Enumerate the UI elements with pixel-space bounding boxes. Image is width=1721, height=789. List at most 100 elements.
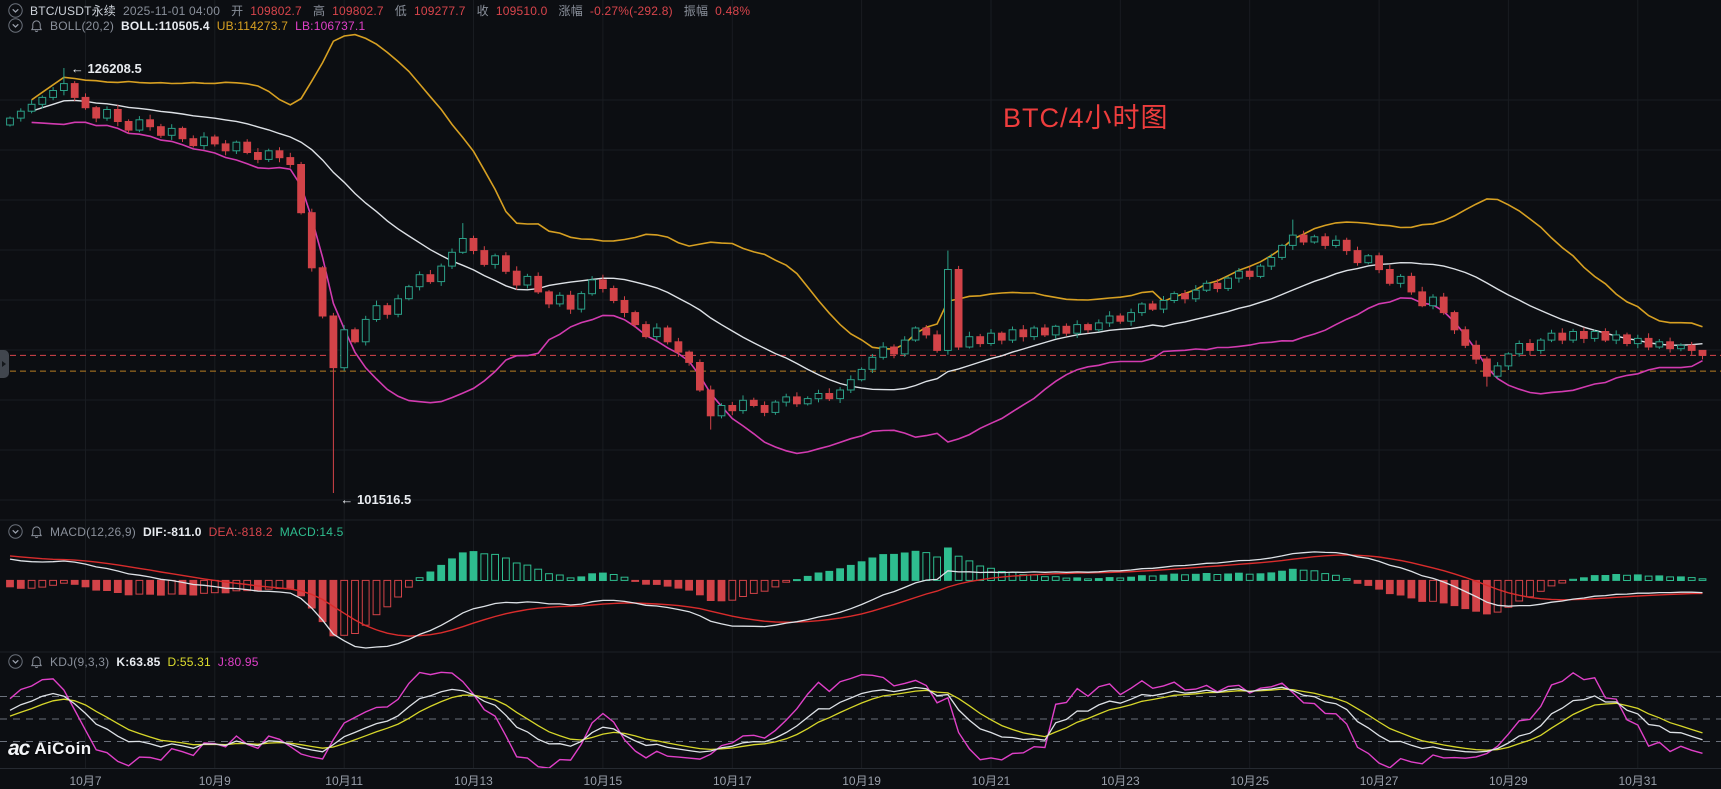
- macd-hist-bar: [103, 579, 111, 592]
- candle: [512, 270, 521, 286]
- candle: [642, 324, 650, 338]
- macd-hist-bar: [846, 564, 855, 581]
- macd-hist-bar: [437, 564, 446, 582]
- candle: [566, 294, 575, 310]
- macd-hist-bar: [1321, 573, 1330, 581]
- macd-hist-bar: [405, 579, 413, 588]
- candle: [469, 238, 478, 251]
- candle: [1030, 327, 1038, 338]
- candle: [1202, 282, 1211, 291]
- chevron-down-icon[interactable]: [8, 524, 23, 539]
- macd-hist-bar: [1418, 579, 1427, 602]
- axis-date-label: 10月7: [69, 774, 102, 788]
- candle: [146, 119, 154, 128]
- price-lines-layer[interactable]: [0, 354, 1721, 372]
- candle: [1353, 250, 1362, 264]
- candle: [545, 291, 553, 305]
- candle: [1558, 332, 1567, 341]
- boll-ub-value: UB:114273.7: [216, 18, 289, 33]
- candle: [997, 332, 1006, 341]
- macd-hist-bar: [1159, 574, 1168, 581]
- macd-hist-bar: [512, 562, 521, 581]
- alert-bell-icon[interactable]: [30, 525, 43, 539]
- macd-hist-bar: [566, 577, 575, 582]
- candle: [760, 405, 769, 413]
- candle: [49, 90, 58, 98]
- candle: [911, 327, 920, 341]
- macd-hist-bar: [1332, 574, 1340, 581]
- toolbar-collapse-handle[interactable]: [0, 350, 9, 378]
- alert-bell-icon[interactable]: [30, 19, 43, 33]
- axis-date-label: 10月13: [454, 774, 493, 788]
- candle: [1364, 255, 1373, 264]
- candle: [157, 126, 165, 136]
- axis-date-label: 10月11: [325, 774, 364, 788]
- macd-hist-bar: [1202, 573, 1211, 581]
- candle: [1644, 337, 1653, 348]
- candle: [717, 405, 726, 417]
- chevron-down-icon[interactable]: [8, 18, 23, 33]
- aicoin-logo: ac AiCoin: [8, 737, 92, 761]
- candle: [27, 103, 36, 112]
- macd-hist-bar: [976, 565, 985, 581]
- candle: [577, 293, 586, 310]
- macd-hist-bar: [27, 579, 36, 589]
- macd-hist-bar: [135, 579, 144, 595]
- open-value: 109802.7: [250, 3, 302, 18]
- macd-hist-bar: [1051, 576, 1060, 581]
- chevron-down-icon[interactable]: [8, 3, 23, 18]
- close-value: 109510.0: [495, 3, 548, 18]
- macd-dea-value: DEA:-818.2: [208, 524, 273, 539]
- high-value: 109802.7: [332, 3, 384, 18]
- candle: [340, 329, 349, 369]
- macd-hist-bar: [1375, 579, 1383, 590]
- macd-hist-bar: [1084, 578, 1092, 582]
- candle: [663, 327, 672, 343]
- candle: [803, 398, 812, 405]
- macd-hist-bar: [81, 579, 90, 588]
- alert-bell-icon[interactable]: [30, 655, 43, 669]
- candle: [588, 279, 597, 295]
- candle: [922, 327, 931, 336]
- candle: [1094, 322, 1103, 331]
- time-axis[interactable]: 10月7 10月9 10月11 10月13 10月15 10月17 10月19 10月21 10…: [0, 768, 1721, 789]
- change-label: 涨幅: [558, 4, 583, 18]
- macd-hist-bar: [987, 567, 995, 581]
- candle: [1062, 325, 1071, 334]
- macd-hist-bar: [825, 570, 834, 582]
- macd-hist-bar: [448, 558, 456, 581]
- candle: [836, 389, 845, 400]
- candle: [1267, 257, 1276, 267]
- macd-hist-bar: [1644, 575, 1653, 581]
- candle: [976, 336, 985, 345]
- macd-hist-bar: [1515, 579, 1524, 602]
- candle: [825, 393, 834, 400]
- candle: [1191, 289, 1200, 300]
- macd-hist-bar: [70, 579, 79, 585]
- candle: [965, 336, 974, 348]
- macd-hist-bar: [458, 552, 467, 582]
- macd-hist-bar: [922, 552, 931, 581]
- kdj-indicator-bar: KDJ(9,3,3) K:63.85 D:55.31 J:80.95: [8, 654, 259, 669]
- chevron-down-icon[interactable]: [8, 654, 23, 669]
- macd-hist-bar: [1019, 574, 1028, 581]
- macd-hist-bar: [890, 553, 898, 581]
- macd-hist-bar: [1191, 573, 1200, 581]
- candle: [1278, 244, 1286, 258]
- macd-hist-bar: [1601, 575, 1610, 581]
- kdj-name: KDJ(9,3,3): [50, 654, 110, 669]
- candle: [297, 164, 306, 214]
- candle: [1321, 236, 1330, 246]
- candle: [1623, 334, 1631, 344]
- macd-hist-bar: [361, 579, 370, 626]
- candle: [243, 141, 252, 153]
- macd-hist-bar: [620, 576, 629, 581]
- macd-hist-bar: [1483, 579, 1491, 615]
- macd-hist-bar: [1127, 576, 1135, 581]
- symbol-name: BTC/USDT永续: [30, 4, 117, 18]
- candle: [1073, 324, 1082, 334]
- macd-hist-bar: [771, 579, 780, 588]
- candle: [814, 393, 823, 400]
- candle: [113, 109, 122, 122]
